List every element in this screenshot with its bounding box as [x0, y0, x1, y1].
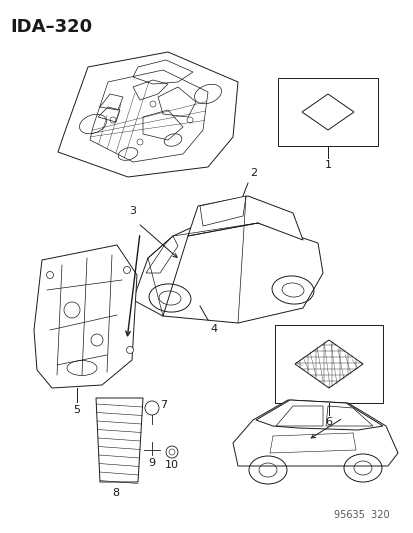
Text: 10: 10 [165, 460, 178, 470]
Polygon shape [325, 406, 372, 426]
Circle shape [64, 302, 80, 318]
Circle shape [46, 271, 53, 279]
Text: 1: 1 [324, 160, 331, 170]
Polygon shape [58, 52, 237, 177]
Text: 95635  320: 95635 320 [334, 510, 389, 520]
Polygon shape [96, 398, 142, 482]
Bar [274, 325, 382, 403]
Polygon shape [188, 196, 302, 240]
Circle shape [123, 266, 130, 273]
Polygon shape [133, 220, 322, 323]
Circle shape [166, 446, 178, 458]
Text: 3: 3 [129, 206, 136, 216]
Polygon shape [275, 406, 322, 426]
Text: 7: 7 [159, 400, 167, 410]
Polygon shape [199, 196, 245, 226]
Bar [277, 78, 377, 146]
Text: 9: 9 [148, 458, 155, 468]
Circle shape [91, 334, 103, 346]
Text: 5: 5 [74, 405, 80, 415]
Polygon shape [255, 400, 382, 430]
Circle shape [126, 346, 133, 353]
Text: 6: 6 [325, 417, 332, 427]
Polygon shape [233, 400, 397, 466]
Ellipse shape [67, 360, 97, 376]
Polygon shape [34, 245, 137, 388]
Text: 4: 4 [209, 324, 216, 334]
Text: 8: 8 [112, 488, 119, 498]
Polygon shape [146, 236, 178, 273]
Text: IDA–320: IDA–320 [10, 18, 92, 36]
Text: 2: 2 [249, 168, 256, 178]
Circle shape [145, 401, 159, 415]
